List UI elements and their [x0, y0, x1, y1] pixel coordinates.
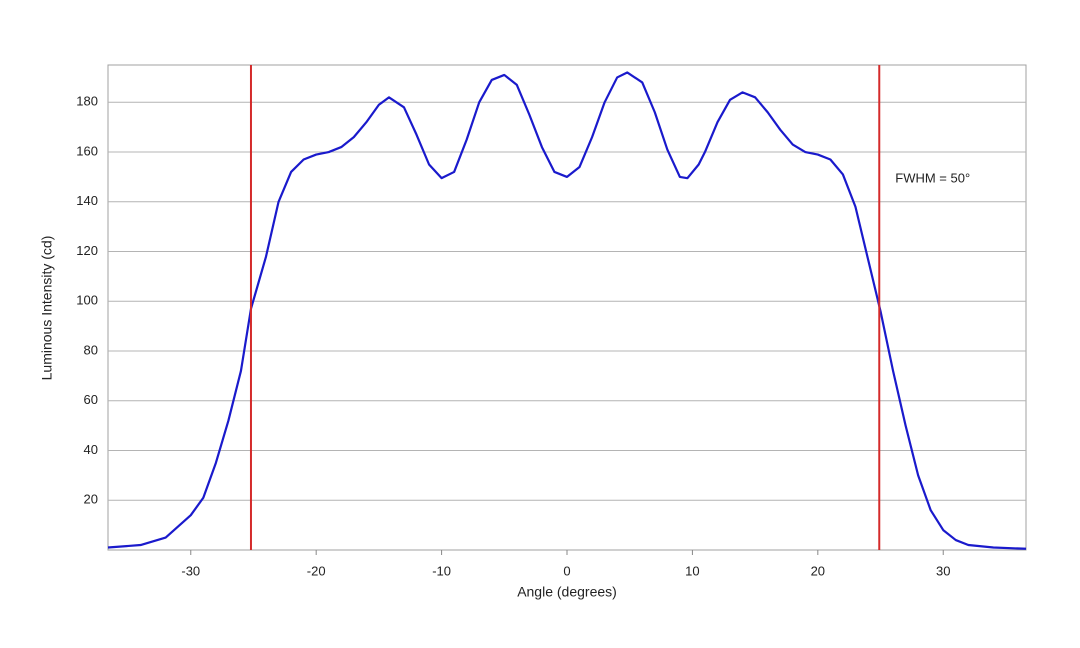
plot-area — [107, 64, 1027, 551]
y-tick-label: 60 — [84, 392, 98, 407]
y-tick-label: 80 — [84, 342, 98, 357]
y-tick-label: 40 — [84, 442, 98, 457]
y-tick-label: 120 — [76, 243, 98, 258]
y-tick-label: 180 — [76, 94, 98, 109]
x-tick-label: -20 — [307, 563, 326, 578]
y-tick-label: 140 — [76, 193, 98, 208]
y-tick-label: 100 — [76, 293, 98, 308]
y-tick-label: 20 — [84, 492, 98, 507]
x-tick-label: 0 — [563, 563, 570, 578]
y-tick-label: 160 — [76, 143, 98, 158]
x-tick-label: 10 — [685, 563, 699, 578]
x-tick-label: -10 — [432, 563, 451, 578]
x-tick-label: 20 — [811, 563, 825, 578]
data-line — [107, 71, 1027, 550]
x-tick-label: -30 — [181, 563, 200, 578]
annotation: FWHM = 50° — [895, 170, 970, 185]
x-axis-label: Angle (degrees) — [517, 584, 617, 600]
x-tick-label: 30 — [936, 563, 950, 578]
y-axis-label: Luminous Intensity (cd) — [39, 236, 55, 381]
